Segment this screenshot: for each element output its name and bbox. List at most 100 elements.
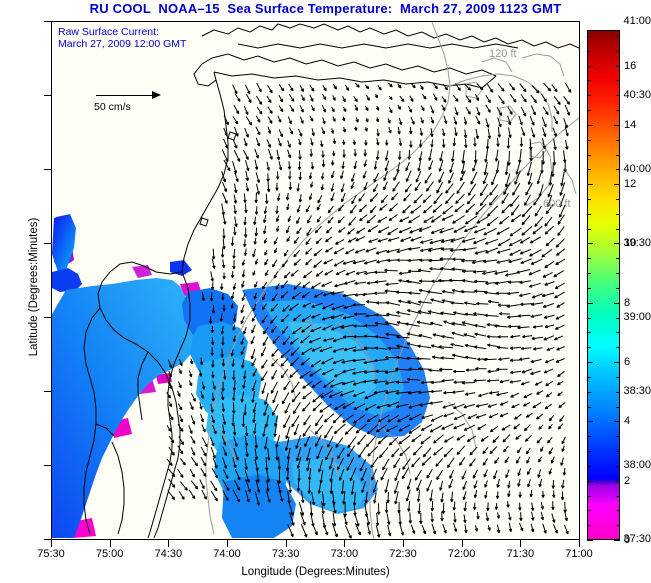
colorbar-minor-tick: [616, 510, 620, 512]
colorbar-minor-tick: [616, 213, 620, 215]
x-axis-tick: [168, 540, 170, 547]
colorbar-minor-tick: [587, 451, 591, 453]
colorbar-tick-label: 12: [624, 178, 637, 191]
colorbar-tick: [587, 184, 593, 186]
colorbar-tick: [587, 540, 593, 541]
colorbar-minor-tick: [616, 199, 620, 200]
colorbar-minor-tick: [587, 273, 591, 275]
colorbar-minor-tick: [587, 347, 591, 349]
colorbar-tick: [587, 65, 593, 67]
annotation-line-1: Raw Surface Current:: [58, 26, 159, 38]
colorbar-minor-tick: [587, 199, 591, 200]
x-axis-tick: [109, 540, 111, 547]
x-axis-tick-label: 73:00: [330, 548, 359, 560]
page-title: RU COOL NOAA–15 Sea Surface Temperature:…: [89, 1, 562, 16]
colorbar-minor-tick: [587, 465, 591, 467]
colorbar-tick: [614, 243, 620, 245]
colorbar-tick-label: 2: [624, 474, 631, 487]
colorbar-tick: [587, 124, 593, 126]
colorbar-tick: [614, 480, 620, 482]
colorbar-tick-label: 4: [624, 415, 631, 428]
y-axis-tick-label: 41:00: [623, 15, 651, 27]
colorbar-minor-tick: [616, 110, 620, 112]
colorbar-tick: [614, 184, 620, 186]
y-axis-title: Latitude (Degrees:Minutes): [28, 217, 40, 357]
y-axis-tick-label: 38:00: [623, 459, 651, 471]
colorbar-tick: [614, 65, 620, 67]
y-axis-tick: [44, 465, 51, 466]
colorbar-minor-tick: [616, 376, 620, 378]
colorbar-minor-tick: [616, 50, 620, 52]
x-axis-tick-label: 71:00: [565, 548, 593, 560]
colorbar-minor-tick: [587, 510, 591, 512]
x-axis-tick-label: 72:30: [389, 548, 417, 560]
colorbar-minor-tick: [616, 436, 620, 438]
y-axis-tick: [44, 539, 51, 540]
colorbar-tick-label: 6: [624, 356, 631, 369]
y-axis-tick-label: 40:00: [623, 163, 651, 175]
colorbar-minor-tick: [616, 169, 620, 171]
colorbar-tick: [614, 302, 620, 304]
colorbar-minor-tick: [587, 50, 591, 52]
colorbar-tick: [587, 480, 593, 482]
colorbar-tick: [614, 421, 620, 423]
colorbar-tick: [587, 302, 593, 304]
x-axis-tick-label: 74:30: [154, 548, 183, 560]
colorbar-minor-tick: [587, 317, 591, 319]
y-axis-tick-label: 39:00: [623, 311, 651, 323]
annotation-line-2: March 27, 2009 12:00 GMT: [58, 38, 187, 50]
colorbar-minor-tick: [616, 391, 620, 393]
y-axis-tick-label: 39:30: [623, 237, 651, 249]
colorbar-minor-tick: [587, 287, 591, 289]
x-axis-tick-label: 74:00: [213, 548, 241, 560]
y-axis-tick: [44, 21, 51, 22]
colorbar-minor-tick: [616, 154, 620, 156]
colorbar-tick: [614, 124, 620, 126]
colorbar-tick: [614, 540, 620, 541]
surface-current-vector-layer: [166, 82, 572, 539]
colorbar-tick-label: 0: [624, 534, 631, 546]
x-axis-tick: [461, 540, 463, 547]
colorbar-minor-tick: [587, 332, 591, 334]
colorbar-minor-tick: [587, 436, 591, 438]
colorbar-minor-tick: [616, 317, 620, 319]
x-axis-tick-label: 72:00: [447, 548, 476, 560]
coastline-layer: [83, 23, 579, 539]
colorbar-minor-tick: [587, 110, 591, 112]
colorbar-minor-tick: [616, 406, 620, 408]
colorbar-minor-tick: [587, 95, 591, 97]
y-axis-tick: [44, 95, 51, 96]
x-axis-tick: [285, 540, 287, 547]
map-plot-area[interactable]: Raw Surface Current: March 27, 2009 12:0…: [51, 21, 580, 540]
y-axis-tick-label: 37:30: [623, 533, 651, 545]
colorbar-tick-label: 8: [624, 296, 631, 309]
colorbar-minor-tick: [587, 213, 591, 215]
x-axis-tick-label: 75:00: [95, 548, 124, 560]
colorbar-minor-tick: [616, 451, 620, 453]
current-vector-arrows: [166, 82, 572, 539]
colorbar-minor-tick: [616, 347, 620, 349]
colorbar-minor-tick: [616, 258, 620, 260]
y-axis-tick-label: 40:30: [623, 89, 651, 101]
colorbar-minor-tick: [616, 525, 620, 527]
x-axis-tick-label: 71:30: [506, 548, 535, 560]
x-axis-tick: [344, 540, 346, 547]
colorbar-minor-tick: [587, 376, 591, 378]
velocity-scale-bar: 50 cm/s: [90, 90, 186, 113]
y-axis-tick: [44, 317, 51, 318]
map-canvas: [52, 22, 579, 539]
x-axis-tick-label: 75:30: [37, 548, 65, 560]
colorbar-minor-tick: [587, 154, 591, 156]
x-axis-tick: [227, 540, 228, 547]
x-axis-tick: [51, 540, 52, 547]
colorbar-minor-tick: [616, 273, 620, 275]
depth-contour-label-120ft: 120 ft: [489, 48, 517, 60]
arrow-right-icon: [90, 90, 186, 100]
colorbar-minor-tick: [616, 35, 620, 37]
x-axis-tick: [520, 540, 522, 547]
colorbar-minor-tick: [616, 287, 620, 289]
colorbar-tick-label: 16: [624, 59, 637, 72]
sst-swath-layer: [52, 214, 430, 538]
colorbar-tick-label: 10: [624, 237, 637, 250]
velocity-scale-label: 50 cm/s: [94, 101, 131, 113]
